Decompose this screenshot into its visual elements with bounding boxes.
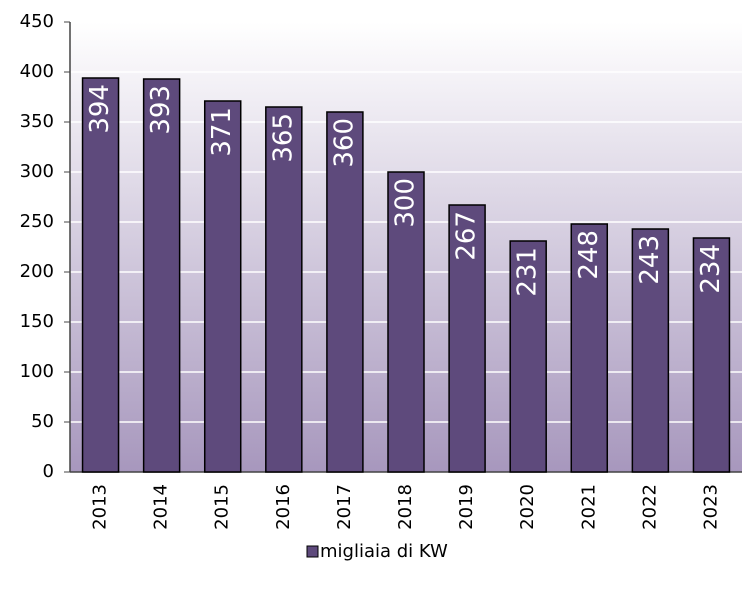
- x-tick-label: 2014: [151, 484, 172, 530]
- bar: [509, 240, 547, 473]
- x-tick-label: 2022: [639, 484, 660, 530]
- x-tick-label: 2018: [395, 484, 416, 530]
- x-tick-label: 2015: [212, 484, 233, 530]
- x-tick-label: 2023: [700, 484, 721, 530]
- y-tick-label: 150: [20, 311, 54, 332]
- y-tick-label: 350: [20, 111, 54, 132]
- value-label: 365: [268, 113, 298, 163]
- value-label: 371: [207, 107, 237, 157]
- value-label: 231: [513, 247, 543, 297]
- bar: [81, 77, 120, 473]
- bar: [203, 100, 242, 473]
- x-tick-label: 2019: [456, 484, 477, 530]
- bar: [387, 171, 425, 473]
- y-tick-label: 450: [20, 11, 54, 32]
- y-tick-label: 50: [31, 411, 54, 432]
- x-tick-label: 2016: [273, 484, 294, 530]
- y-tick-label: 300: [20, 161, 54, 182]
- x-tick-label: 2021: [578, 484, 599, 530]
- bar: [631, 228, 670, 473]
- y-tick-label: 400: [20, 61, 54, 82]
- x-tick-label: 2013: [90, 484, 111, 530]
- bar: [142, 78, 181, 473]
- value-label: 248: [574, 230, 604, 280]
- value-label: 267: [452, 211, 482, 261]
- x-tick-label: 2017: [334, 484, 355, 530]
- bar: [692, 237, 731, 473]
- value-label: 234: [696, 244, 726, 294]
- bar: [265, 106, 303, 473]
- y-tick-label: 250: [20, 211, 54, 232]
- y-tick-label: 100: [20, 361, 54, 382]
- y-tick-label: 0: [43, 461, 54, 482]
- x-tick-label: 2020: [517, 484, 538, 530]
- bar: [448, 204, 486, 473]
- legend-swatch: [306, 545, 319, 558]
- bar: [570, 223, 609, 473]
- value-label: 360: [329, 118, 359, 168]
- legend-label: migliaia di KW: [320, 541, 448, 562]
- y-tick-label: 200: [20, 261, 54, 282]
- bar: [326, 111, 364, 473]
- value-label: 394: [85, 84, 115, 134]
- value-label: 393: [146, 85, 176, 135]
- value-label: 300: [391, 178, 421, 228]
- value-label: 243: [635, 235, 665, 285]
